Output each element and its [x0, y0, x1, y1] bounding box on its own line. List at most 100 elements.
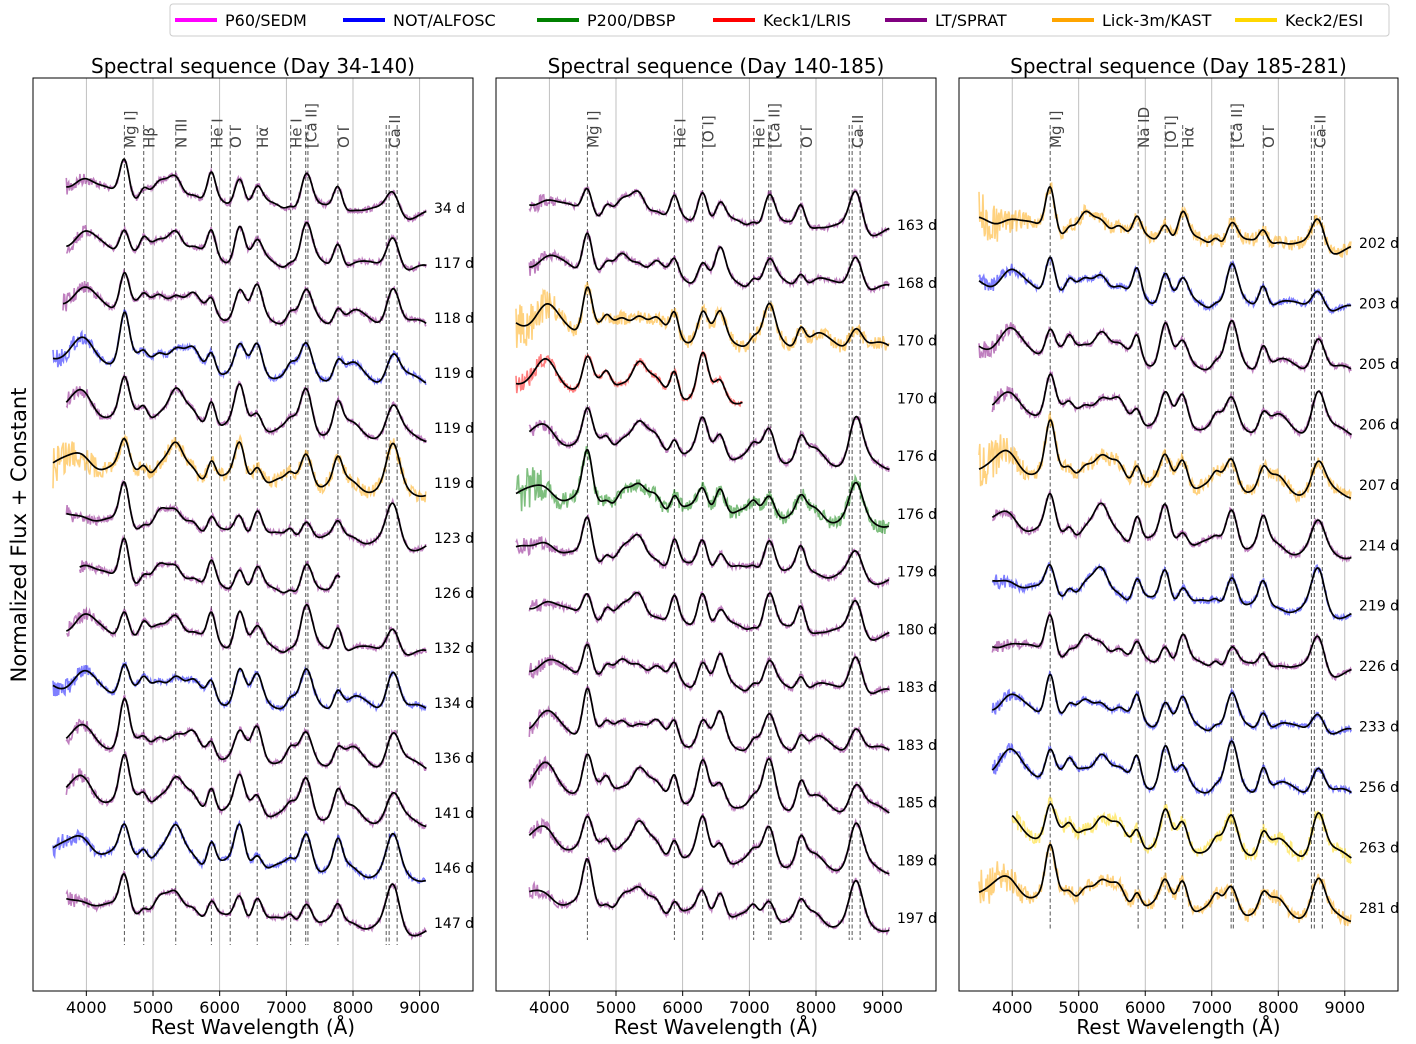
line-id: Hα [1180, 125, 1198, 930]
legend-label: Lick-3m/KAST [1102, 11, 1212, 30]
spectrum-smoothed [65, 375, 427, 443]
spectrum-smoothed [978, 419, 1352, 499]
spectrum-epoch-label: 147 d [434, 916, 474, 932]
spectrum [65, 374, 428, 445]
spectrum-smoothed [529, 858, 890, 933]
spectrum-epoch-label: 119 d [434, 476, 474, 492]
x-axis-label: Rest Wavelength (Å) [151, 1015, 355, 1039]
y-axis-label: Normalized Flux + Constant [7, 388, 31, 683]
legend-label: LT/SPRAT [935, 11, 1007, 30]
spectrum-smoothed [978, 256, 1352, 312]
line-id-label: [O I] [700, 115, 718, 148]
line-id: [Ca II] [766, 103, 784, 940]
spectrum-epoch-label: 233 d [1359, 720, 1399, 736]
spectrum [1011, 795, 1352, 865]
x-tick-label: 7000 [266, 998, 307, 1017]
spectrum-epoch-label: 202 d [1359, 236, 1399, 252]
spectrum [65, 869, 428, 941]
spectrum-epoch-label: 146 d [434, 861, 474, 877]
legend-item: Lick-3m/KAST [1052, 11, 1212, 30]
line-id-label: O I [798, 127, 816, 148]
spectrum [515, 446, 890, 534]
legend-item: Keck2/ESI [1235, 11, 1363, 30]
x-tick-label: 8000 [1258, 998, 1299, 1017]
spectrum-smoothed [978, 843, 1352, 923]
x-axis-label: Rest Wavelength (Å) [614, 1015, 818, 1039]
legend-label: Keck1/LRIS [763, 11, 851, 30]
x-tick-label: 7000 [729, 998, 770, 1017]
legend-item: NOT/ALFOSC [343, 11, 496, 30]
spectrum-raw [1011, 795, 1352, 865]
spectrum-epoch-label: 180 d [897, 622, 937, 638]
spectrum [978, 842, 1352, 927]
line-id: [Ca II] [303, 103, 321, 945]
spectrum-epoch-label: 119 d [434, 421, 474, 437]
spectrum-smoothed [66, 480, 427, 552]
spectrum-epoch-label: 203 d [1359, 296, 1399, 312]
spectrum-epoch-label: 207 d [1359, 478, 1399, 494]
spectrum-epoch-label: 263 d [1359, 841, 1399, 857]
spectrum-smoothed [66, 872, 427, 937]
spectrum [65, 601, 428, 658]
spectrum-smoothed [515, 448, 890, 528]
line-id-label: Mg I] [1047, 110, 1065, 148]
spectrum-smoothed [528, 815, 890, 875]
line-id-label: Hα [254, 127, 272, 148]
spectrum-smoothed [515, 286, 890, 347]
spectrum [978, 317, 1352, 375]
panel-frame [958, 77, 1399, 992]
x-tick-label: 9000 [862, 998, 903, 1017]
legend-label: NOT/ALFOSC [393, 11, 496, 30]
spectrum-epoch-label: 214 d [1359, 538, 1399, 554]
line-id: He I [671, 118, 689, 940]
line-id: Na ID [1135, 107, 1153, 930]
spectrum-epoch-label: 163 d [897, 218, 937, 234]
spectrum [52, 309, 427, 386]
x-tick-label: 4000 [66, 998, 107, 1017]
spectrum-smoothed [529, 232, 890, 291]
panels: Spectral sequence (Day 34-140) Mg I] Hβ N I… [32, 54, 1399, 1039]
x-tick-label: 8000 [333, 998, 374, 1017]
spectrum-epoch-label: 126 d [434, 586, 474, 602]
x-tick-label: 6000 [662, 998, 703, 1017]
x-tick-label: 7000 [1191, 998, 1232, 1017]
spectrum-smoothed [529, 643, 890, 695]
x-tick-label: 9000 [399, 998, 440, 1017]
line-id-label: [Ca II] [1228, 103, 1246, 148]
legend-label: Keck2/ESI [1285, 11, 1363, 30]
line-id-label: Mg I] [584, 110, 602, 148]
spectrum [52, 661, 427, 713]
spectrum-smoothed [991, 740, 1352, 794]
spectrum-smoothed [66, 158, 427, 221]
line-id-label: O I [1260, 127, 1278, 148]
spectrum [528, 811, 890, 877]
line-id-label: Na ID [1135, 107, 1153, 148]
spectrum-epoch-label: 189 d [897, 853, 937, 869]
spectrum-smoothed [992, 673, 1352, 735]
line-id: He I [751, 118, 769, 940]
line-id-label: [O I] [1162, 115, 1180, 148]
legend-box [169, 3, 1390, 37]
spectrum-epoch-label: 118 d [434, 311, 474, 327]
panel-title: Spectral sequence (Day 34-140) [91, 54, 415, 78]
line-id: O I [335, 125, 353, 945]
spectrum-epoch-label: 176 d [897, 449, 937, 465]
line-id: He I [208, 118, 226, 945]
spectrum-epoch-label: 183 d [897, 680, 937, 696]
spectrum-epoch-label: 141 d [434, 806, 474, 822]
x-tick-label: 5000 [1058, 998, 1099, 1017]
spectrum-smoothed [52, 311, 427, 384]
spectrum-smoothed [991, 373, 1352, 436]
spectrum [515, 349, 744, 408]
x-tick-label: 6000 [1125, 998, 1166, 1017]
line-id: N III [173, 119, 191, 945]
line-id: O I [798, 125, 816, 940]
line-id: Hβ [141, 125, 159, 945]
x-tick-label: 4000 [992, 998, 1033, 1017]
spectrum [991, 369, 1353, 440]
spectrum-epoch-label: 176 d [897, 507, 937, 523]
line-id-label: He I [208, 118, 226, 148]
line-id-label: O I [227, 127, 245, 148]
spectrum-epoch-label: 168 d [897, 276, 937, 292]
